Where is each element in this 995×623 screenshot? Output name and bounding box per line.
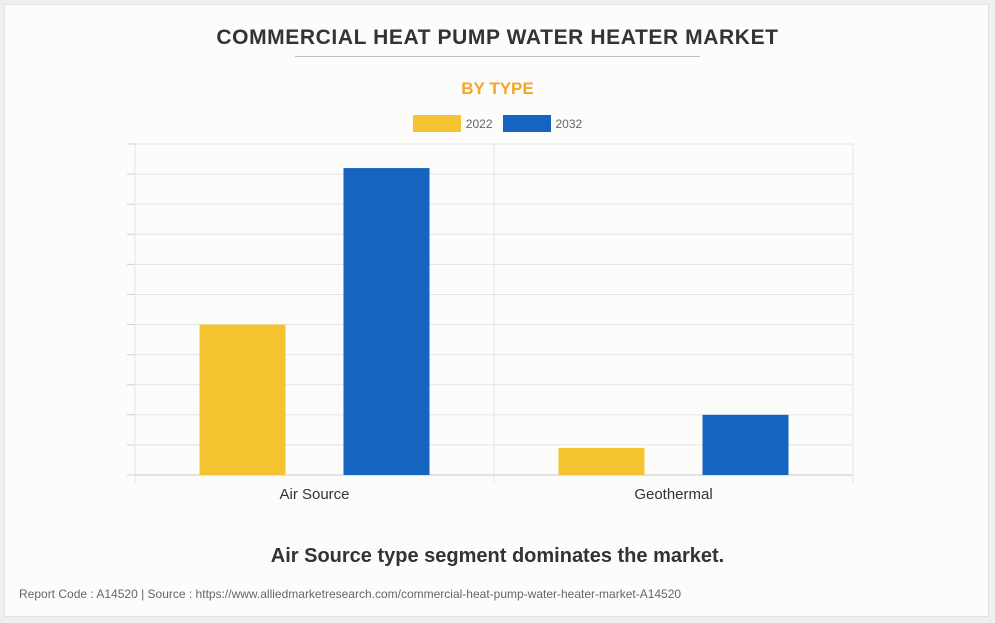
x-tick-label: Air Source xyxy=(279,486,349,503)
bar-geothermal-2032 xyxy=(702,414,789,475)
chart-card: COMMERCIAL HEAT PUMP WATER HEATER MARKET… xyxy=(4,4,989,617)
report-source-footer: Report Code : A14520 | Source : https://… xyxy=(19,587,682,601)
bars xyxy=(199,168,789,475)
legend-swatch-2032 xyxy=(502,115,551,132)
bar-chart-plot: Air Source Geothermal xyxy=(127,143,854,503)
chart-title: COMMERCIAL HEAT PUMP WATER HEATER MARKET xyxy=(216,26,779,49)
x-tick-label: Geothermal xyxy=(634,486,712,503)
legend-swatch-2022 xyxy=(412,115,461,132)
legend-label-2032: 2032 xyxy=(555,116,583,131)
title-divider xyxy=(295,56,700,57)
bar-geothermal-2022 xyxy=(558,447,645,475)
x-axis: Air Source Geothermal xyxy=(279,486,712,503)
chart-legend: 2022 2032 xyxy=(5,115,990,132)
chart-caption: Air Source type segment dominates the ma… xyxy=(270,545,725,567)
bar-air-source-2022 xyxy=(199,324,286,475)
bar-air-source-2032 xyxy=(343,168,430,475)
legend-item-2032[interactable]: 2032 xyxy=(502,115,583,132)
chart-subtitle: BY TYPE xyxy=(461,79,534,98)
legend-item-2022[interactable]: 2022 xyxy=(412,115,493,132)
legend-label-2022: 2022 xyxy=(465,116,493,131)
